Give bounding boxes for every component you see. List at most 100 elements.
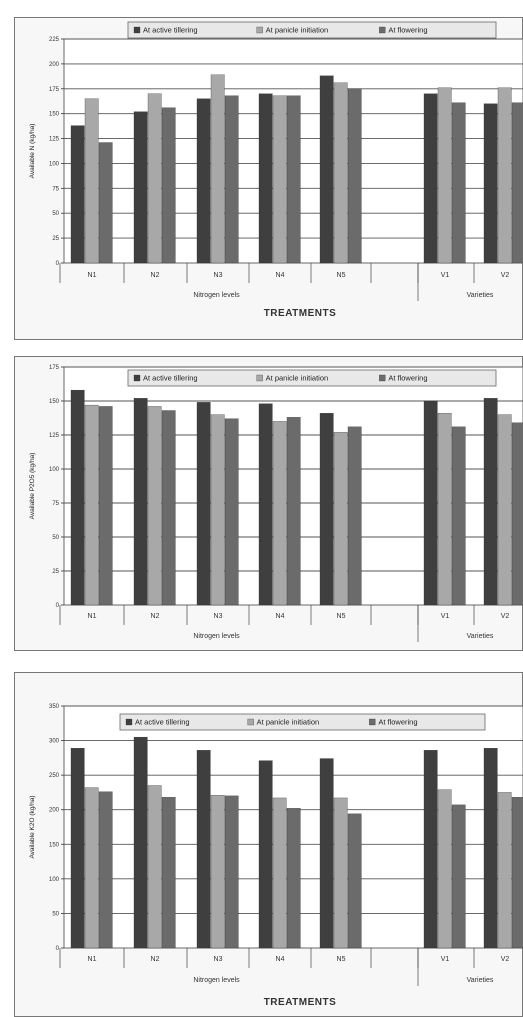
legend-swatch bbox=[133, 26, 141, 34]
bar-n1-series-3 bbox=[98, 142, 113, 264]
y-tick-label: 125 bbox=[49, 433, 60, 439]
chart-3: 0 50 100 150 200 250 300 350 Available K2O (kg/h… bbox=[14, 672, 523, 1017]
group-label: Nitrogen levels bbox=[193, 977, 240, 984]
y-tick-label: 25 bbox=[52, 236, 59, 242]
category-label-n3: N3 bbox=[214, 272, 223, 279]
legend-entry: At active tillering bbox=[143, 374, 198, 383]
legend-swatch bbox=[125, 718, 133, 726]
chart-2: 0 25 50 75 100 125 150 175 Available P2O5 (kg/ha… bbox=[14, 356, 523, 651]
legend-entry: At panicle initiation bbox=[266, 26, 329, 35]
bar-v2-series-3 bbox=[511, 797, 523, 949]
bar-n3-series-2 bbox=[210, 414, 225, 606]
y-tick-label: 0 bbox=[56, 603, 60, 609]
category-label-n2: N2 bbox=[151, 272, 160, 279]
bar-n1-series-3 bbox=[98, 406, 113, 606]
bar-v2-series-1 bbox=[483, 398, 498, 606]
category-label-n2: N2 bbox=[151, 613, 160, 620]
legend-entry: At panicle initiation bbox=[257, 718, 320, 727]
bar-n1-series-1 bbox=[70, 748, 85, 949]
group-label: Varieties bbox=[467, 633, 494, 640]
bar-v1-series-1 bbox=[423, 750, 438, 949]
legend-swatch bbox=[256, 374, 263, 382]
y-tick-label: 300 bbox=[49, 739, 60, 745]
y-tick-label: 0 bbox=[56, 946, 60, 952]
bar-n2-series-1 bbox=[133, 111, 148, 264]
y-tick-label: 75 bbox=[52, 501, 59, 507]
y-tick-label: 200 bbox=[49, 808, 60, 814]
bar-n5-series-2 bbox=[333, 797, 348, 949]
bar-n4-series-3 bbox=[286, 808, 301, 949]
category-label-v1: V1 bbox=[441, 956, 450, 963]
bar-v1-series-3 bbox=[451, 804, 466, 949]
bar-v1-series-2 bbox=[437, 789, 452, 949]
bar-v1-series-3 bbox=[451, 426, 466, 606]
bar-v1-series-2 bbox=[437, 87, 452, 264]
bar-n2-series-1 bbox=[133, 736, 148, 949]
bar-v2-series-3 bbox=[511, 102, 523, 264]
y-tick-label: 250 bbox=[49, 773, 60, 779]
y-tick-label: 225 bbox=[49, 37, 60, 43]
category-label-n4: N4 bbox=[276, 613, 285, 620]
bar-n5-series-1 bbox=[319, 758, 334, 949]
bar-n5-series-3 bbox=[347, 426, 362, 606]
bar-n3-series-3 bbox=[224, 418, 239, 606]
bar-n3-series-3 bbox=[224, 795, 239, 949]
chart-1: 0 25 50 75 100 125 150 175 200 225 Available N (kg… bbox=[14, 17, 523, 340]
bar-n2-series-3 bbox=[161, 410, 176, 606]
bar-n4-series-2 bbox=[272, 95, 287, 264]
category-label-n3: N3 bbox=[214, 956, 223, 963]
legend-entry: At flowering bbox=[388, 26, 427, 35]
bar-n4-series-1 bbox=[258, 760, 273, 949]
bar-n4-series-3 bbox=[286, 95, 301, 264]
y-tick-label: 50 bbox=[52, 211, 59, 217]
legend-swatch bbox=[133, 374, 141, 382]
category-label-n5: N5 bbox=[337, 613, 346, 620]
legend-box bbox=[119, 713, 486, 731]
bar-n3-series-3 bbox=[224, 95, 239, 264]
y-tick-label: 100 bbox=[49, 161, 60, 167]
bar-n2-series-3 bbox=[161, 797, 176, 949]
bar-n5-series-1 bbox=[319, 413, 334, 606]
bar-v2-series-2 bbox=[497, 792, 512, 949]
category-label-n5: N5 bbox=[337, 272, 346, 279]
legend-entry: At flowering bbox=[378, 718, 417, 727]
bar-n4-series-2 bbox=[272, 797, 287, 949]
bar-n3-series-2 bbox=[210, 74, 225, 264]
legend-entry: At active tillering bbox=[143, 26, 198, 35]
bar-v1-series-2 bbox=[437, 413, 452, 606]
bar-n3-series-1 bbox=[196, 98, 211, 264]
bar-n5-series-3 bbox=[347, 88, 362, 264]
y-tick-label: 150 bbox=[49, 842, 60, 848]
bar-n3-series-1 bbox=[196, 402, 211, 606]
legend-swatch bbox=[256, 26, 263, 34]
bar-n2-series-3 bbox=[161, 107, 176, 264]
bar-n1-series-2 bbox=[84, 98, 99, 264]
x-axis-title: TREATMENTS bbox=[264, 650, 337, 651]
legend-swatch bbox=[379, 374, 386, 382]
legend-entry: At active tillering bbox=[135, 718, 190, 727]
category-label-n4: N4 bbox=[276, 956, 285, 963]
bar-n3-series-1 bbox=[196, 750, 211, 949]
bar-v1-series-1 bbox=[423, 93, 438, 264]
group-label: Nitrogen levels bbox=[193, 633, 240, 640]
category-label-v2: V2 bbox=[501, 272, 510, 279]
bar-v1-series-1 bbox=[423, 400, 438, 606]
bar-v2-series-2 bbox=[497, 87, 512, 264]
legend-swatch bbox=[247, 718, 254, 726]
y-tick-label: 175 bbox=[49, 365, 60, 371]
y-tick-label: 100 bbox=[49, 467, 60, 473]
category-label-v2: V2 bbox=[501, 613, 510, 620]
bar-n1-series-2 bbox=[84, 787, 99, 949]
y-tick-label: 75 bbox=[52, 186, 59, 192]
bar-n2-series-2 bbox=[147, 93, 162, 264]
y-tick-label: 150 bbox=[49, 399, 60, 405]
x-axis-title: TREATMENTS bbox=[264, 308, 337, 319]
y-tick-label: 100 bbox=[49, 877, 60, 883]
category-label-v1: V1 bbox=[441, 272, 450, 279]
category-label-n5: N5 bbox=[337, 956, 346, 963]
group-label: Nitrogen levels bbox=[193, 292, 240, 299]
y-tick-label: 0 bbox=[56, 261, 60, 267]
bar-v1-series-3 bbox=[451, 102, 466, 264]
bar-n1-series-2 bbox=[84, 404, 99, 606]
